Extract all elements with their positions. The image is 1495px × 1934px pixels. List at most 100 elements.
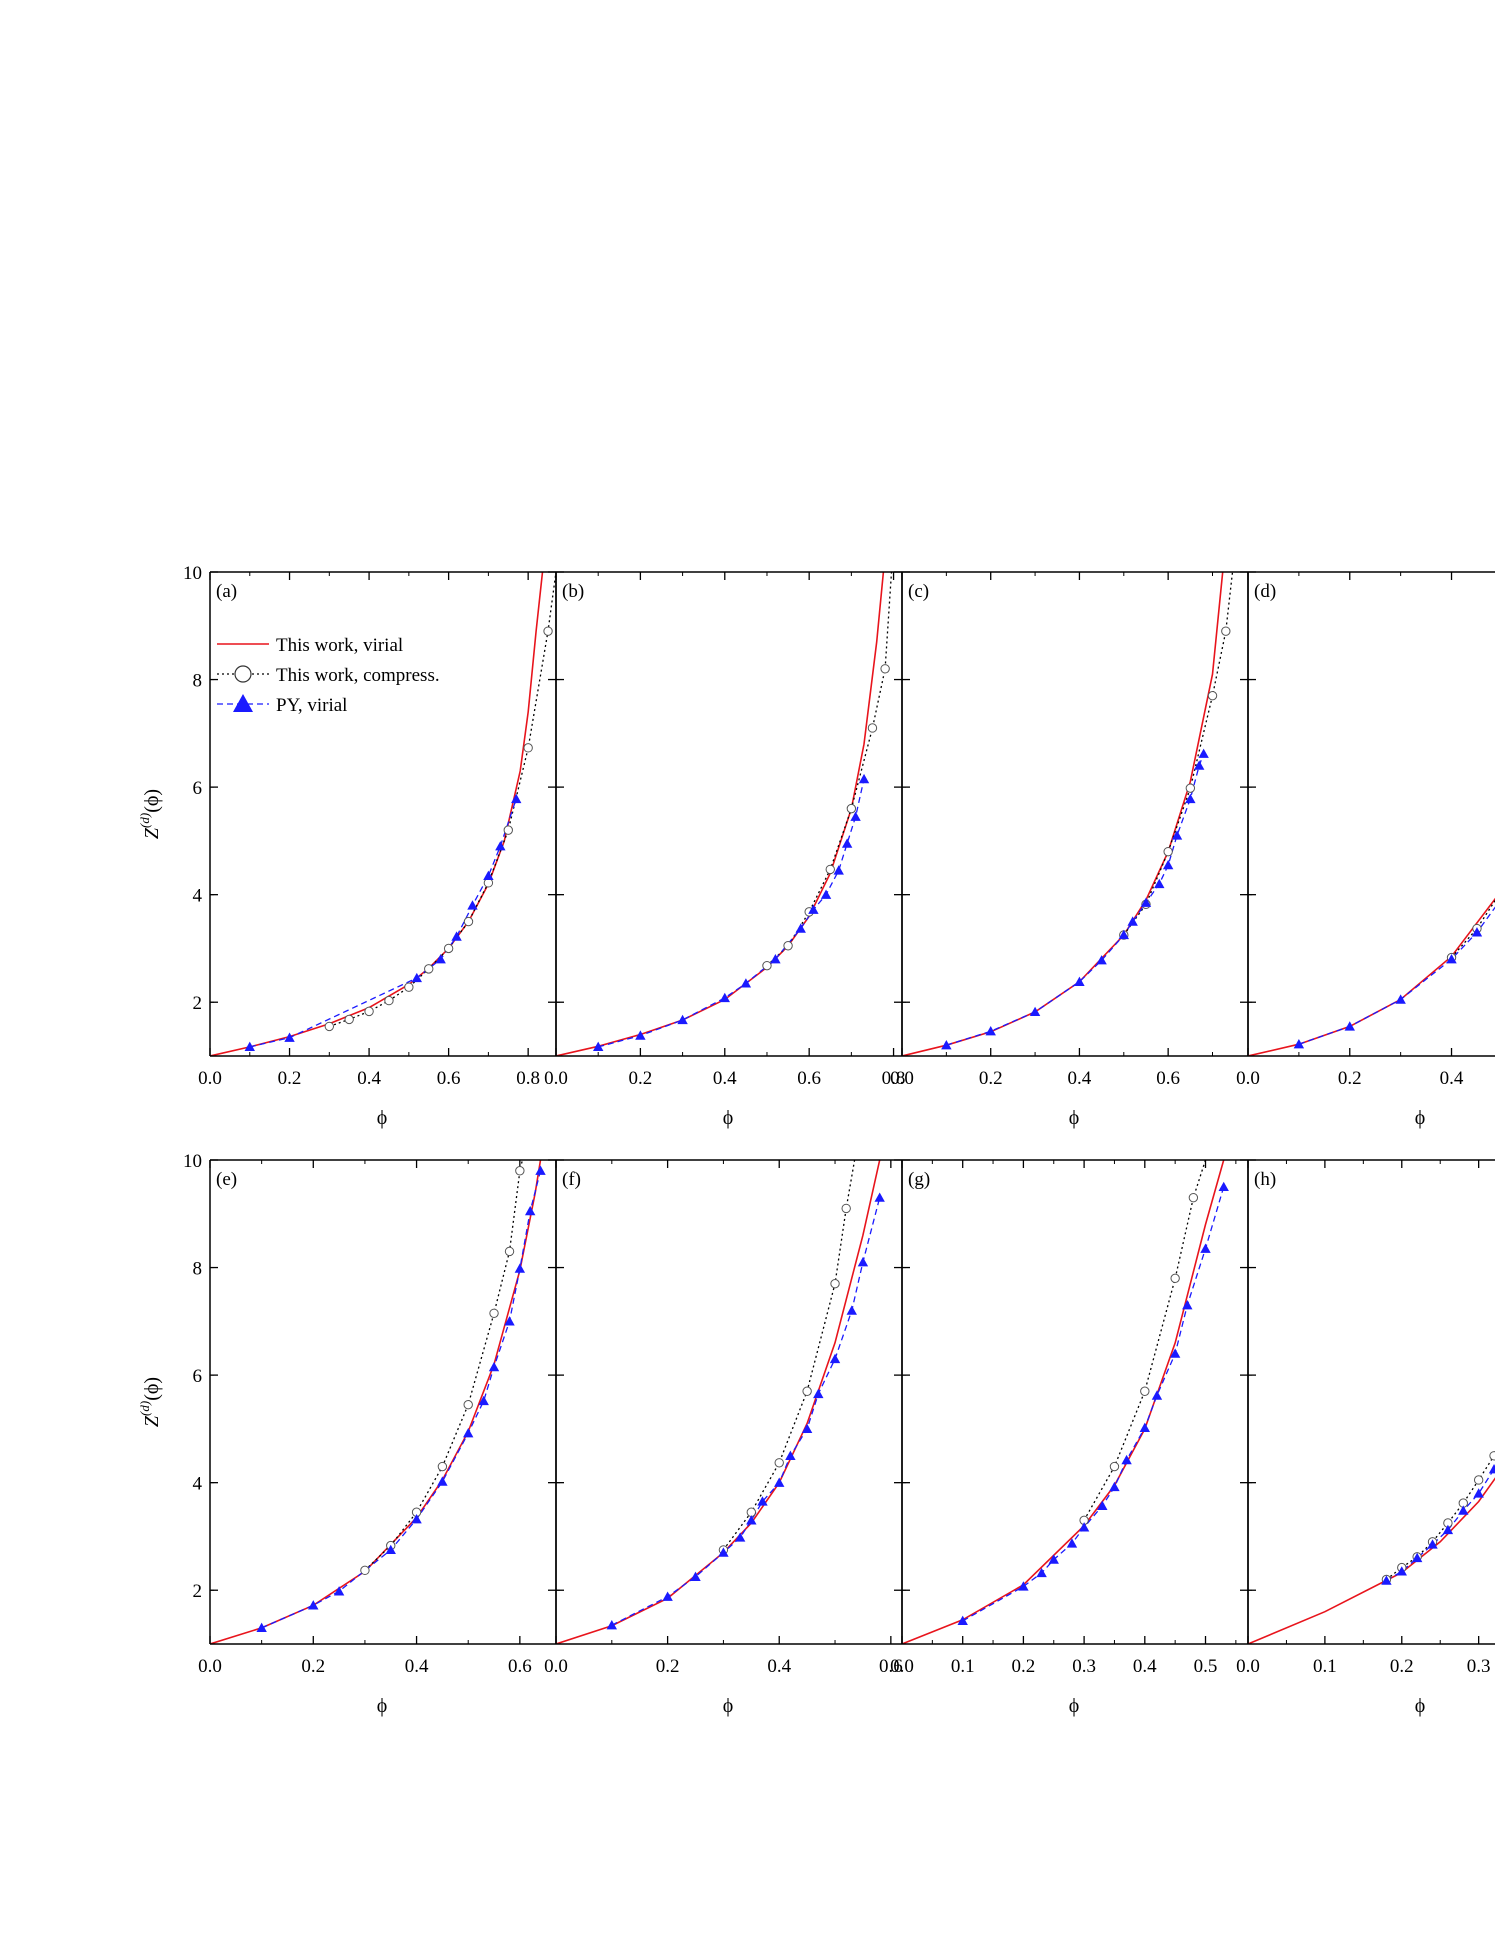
py-point bbox=[1140, 897, 1152, 907]
py-point bbox=[813, 1388, 824, 1399]
x-axis-title: ϕ bbox=[377, 1695, 388, 1717]
py-point bbox=[333, 1586, 345, 1596]
py-point bbox=[833, 865, 844, 875]
py-point bbox=[785, 1450, 796, 1460]
x-tick-label: 0.2 bbox=[979, 1068, 1003, 1089]
compress-point bbox=[830, 1278, 840, 1289]
x-tick-label: 0.0 bbox=[890, 1656, 914, 1677]
py-point bbox=[606, 1619, 618, 1630]
panel-label: (f) bbox=[562, 1169, 581, 1190]
py-point bbox=[385, 1544, 396, 1555]
compress-point bbox=[1109, 1461, 1120, 1472]
py-point bbox=[846, 1305, 857, 1315]
py-point bbox=[774, 1477, 785, 1487]
compress-point bbox=[1207, 690, 1218, 701]
series-py-line bbox=[598, 778, 865, 1048]
legend-label: This work, virial bbox=[276, 635, 403, 656]
compress-point bbox=[1185, 783, 1196, 793]
legend-label: This work, compress. bbox=[276, 665, 440, 686]
compress-point bbox=[1489, 1451, 1495, 1461]
series-py-line bbox=[946, 753, 1205, 1046]
x-tick-label: 0.2 bbox=[301, 1656, 325, 1677]
py-point bbox=[1473, 1488, 1484, 1498]
py-point bbox=[1121, 1454, 1132, 1465]
py-point bbox=[308, 1600, 319, 1610]
compress-point bbox=[364, 1006, 374, 1017]
y-tick-label: 8 bbox=[193, 1259, 203, 1280]
py-point bbox=[957, 1615, 968, 1626]
py-point bbox=[734, 1532, 746, 1542]
x-tick-label: 0.6 bbox=[508, 1656, 532, 1677]
series-virial-line bbox=[556, 572, 885, 1056]
py-point bbox=[451, 931, 462, 941]
py-point bbox=[858, 773, 870, 784]
x-tick-label: 0.4 bbox=[405, 1656, 429, 1677]
py-point bbox=[941, 1040, 952, 1050]
compress-point bbox=[437, 1461, 448, 1472]
x-tick-label: 0.0 bbox=[544, 1656, 568, 1677]
py-point bbox=[1078, 1522, 1090, 1532]
y-axis-title: Z(d)(ϕ) bbox=[137, 1377, 163, 1427]
series-compress-line bbox=[364, 1160, 524, 1571]
panel-e: 0.0 0.2 0.4 0.6 2 4 6 8 10 (e) ϕ Z(d)(ϕ) bbox=[137, 1151, 557, 1717]
py-point bbox=[1194, 760, 1205, 770]
legend-marker-compress bbox=[234, 665, 252, 683]
py-point bbox=[495, 841, 506, 851]
py-point bbox=[746, 1515, 757, 1525]
x-tick-label: 0.4 bbox=[1068, 1068, 1092, 1089]
py-point bbox=[1471, 927, 1483, 937]
x-tick-label: 0.2 bbox=[656, 1656, 680, 1677]
compress-point bbox=[523, 743, 533, 753]
series-compress-line bbox=[1083, 1160, 1207, 1521]
compress-point bbox=[463, 1399, 473, 1410]
py-point bbox=[1293, 1038, 1305, 1049]
py-point bbox=[1036, 1567, 1047, 1578]
py-point bbox=[874, 1192, 885, 1202]
compress-point bbox=[489, 1308, 499, 1318]
py-point bbox=[795, 923, 806, 933]
x-axis-title: ϕ bbox=[1415, 1107, 1426, 1129]
legend: This work, virial This work, compress. PY,… bbox=[217, 635, 440, 716]
y-axis-title-main: Z bbox=[141, 1415, 163, 1427]
compress-point bbox=[1221, 626, 1231, 636]
py-point bbox=[1381, 1575, 1392, 1585]
py-point bbox=[1395, 994, 1406, 1004]
py-point bbox=[463, 1427, 474, 1438]
panel-g: 0.0 0.1 0.2 0.3 0.4 0.5 (g) ϕ bbox=[890, 1159, 1249, 1717]
py-point bbox=[1411, 1552, 1423, 1563]
py-point bbox=[467, 900, 478, 910]
compress-point bbox=[404, 982, 414, 992]
compress-point bbox=[515, 1166, 525, 1176]
panel-label: (h) bbox=[1254, 1169, 1276, 1190]
py-point bbox=[1488, 1464, 1495, 1474]
py-point bbox=[690, 1571, 701, 1581]
panel-f: 0.0 0.2 0.4 0.6 (f) ϕ bbox=[544, 1159, 903, 1717]
panel-label: (d) bbox=[1254, 581, 1276, 602]
compress-point bbox=[1473, 1475, 1484, 1485]
py-point bbox=[1344, 1021, 1355, 1031]
py-point bbox=[1018, 1581, 1029, 1591]
compress-point bbox=[324, 1021, 335, 1032]
py-point bbox=[808, 904, 819, 914]
x-tick-label: 0.3 bbox=[1467, 1656, 1491, 1677]
x-tick-label: 0.8 bbox=[882, 1068, 906, 1089]
py-point bbox=[1427, 1539, 1438, 1549]
py-point bbox=[504, 1316, 515, 1326]
py-point bbox=[437, 1476, 448, 1486]
series-py-line bbox=[261, 1170, 542, 1629]
y-tick-label: 6 bbox=[193, 778, 203, 799]
compress-point bbox=[463, 916, 474, 927]
py-point bbox=[1074, 976, 1085, 986]
py-point bbox=[740, 978, 752, 988]
compress-point bbox=[384, 995, 394, 1006]
compress-point bbox=[825, 864, 835, 875]
py-point bbox=[483, 870, 494, 881]
py-point bbox=[1182, 1300, 1193, 1310]
compress-point bbox=[503, 825, 513, 835]
py-point bbox=[435, 954, 446, 964]
x-axis-title: ϕ bbox=[1069, 1107, 1080, 1129]
series-py-line bbox=[249, 798, 517, 1048]
compress-point bbox=[1170, 1273, 1180, 1284]
py-point bbox=[488, 1361, 500, 1372]
y-tick-label: 2 bbox=[193, 993, 203, 1014]
